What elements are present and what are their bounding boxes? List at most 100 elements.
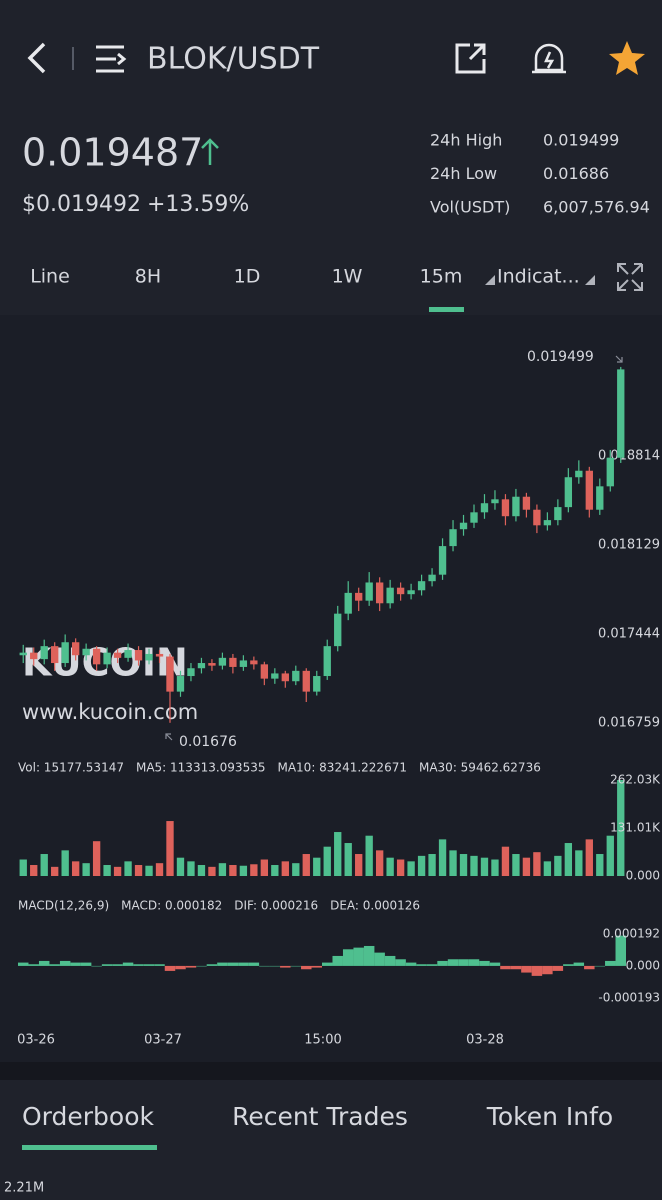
volume-bar — [271, 865, 279, 876]
candle-body — [103, 652, 111, 665]
candle-body — [92, 648, 101, 665]
candle-body — [470, 512, 478, 523]
candle-body — [260, 664, 269, 679]
candle-body — [554, 507, 562, 521]
volume-bar — [134, 865, 143, 876]
tab-underline — [22, 1145, 157, 1150]
macd-bar — [552, 965, 564, 971]
macd-bar — [342, 949, 354, 966]
price-tick-label: 0.017444 — [598, 626, 660, 641]
macd-bar — [563, 964, 574, 966]
candle-body — [155, 653, 164, 657]
macd-bar — [101, 964, 113, 966]
favorite-star[interactable] — [609, 41, 645, 75]
fullscreen-button[interactable] — [617, 263, 643, 291]
candle-body — [19, 652, 27, 656]
volume-tick-label: 0.000 — [626, 869, 660, 883]
candle-body — [365, 582, 373, 601]
candle-body — [82, 648, 90, 656]
change-percent: +13.59% — [147, 192, 249, 217]
pair-title: BLOK/USDT — [147, 42, 320, 77]
candle-body — [522, 496, 531, 510]
alert-button[interactable] — [532, 43, 566, 74]
volume-bar — [470, 855, 478, 876]
candle-body — [428, 574, 436, 582]
share-button[interactable] — [455, 43, 486, 74]
interval-tab[interactable]: 1D — [234, 266, 261, 288]
high-pointer — [615, 355, 623, 363]
tab-active[interactable]: Orderbook — [22, 1102, 155, 1131]
macd-bar — [395, 959, 406, 966]
candle-body — [176, 676, 185, 692]
macd-tick-label: 0.000 — [626, 958, 660, 972]
tab[interactable]: Token Info — [486, 1102, 613, 1131]
volume-bar — [522, 857, 531, 876]
back-button[interactable] — [27, 42, 46, 74]
macd-bar — [437, 960, 448, 966]
volume-bar — [61, 850, 69, 876]
stat-value: 6,007,576.94 — [543, 198, 650, 217]
stat-value: 0.019499 — [543, 131, 619, 150]
tab[interactable]: Recent Trades — [232, 1102, 408, 1131]
volume-bar — [491, 859, 499, 876]
candle-body — [606, 457, 614, 487]
volume-bar — [365, 835, 373, 876]
volume-bar — [334, 832, 342, 876]
volume-tick-label: 262.03K — [610, 773, 661, 787]
macd-bar — [18, 962, 29, 966]
price-tick-label: 0.016759 — [598, 715, 660, 730]
interval-tab[interactable]: 8H — [135, 266, 161, 288]
volume-legend: MA10: 83241.222671 — [277, 761, 407, 775]
up-arrow — [201, 138, 219, 165]
macd-bar — [489, 962, 501, 966]
macd-bar — [185, 965, 197, 968]
interval-tab[interactable]: Line — [30, 266, 70, 288]
volume-bar — [176, 857, 185, 876]
candle-body — [585, 470, 593, 510]
candle-body — [292, 670, 300, 682]
candle-body — [166, 656, 174, 692]
volume-bar — [459, 854, 468, 876]
candle-body — [375, 582, 384, 604]
interval-tab[interactable]: 15m — [420, 266, 463, 288]
volume-bar — [617, 780, 625, 876]
macd-bar — [301, 965, 312, 970]
candle-body — [323, 646, 331, 677]
macd-bar — [238, 962, 249, 966]
volume-bar — [554, 855, 562, 876]
macd-bar — [70, 962, 81, 966]
candle-body — [480, 503, 489, 513]
macd-bar — [405, 962, 417, 966]
volume-bar — [187, 861, 195, 876]
macd-bar — [605, 960, 616, 966]
candle-body — [51, 646, 59, 664]
menu-button[interactable] — [96, 45, 127, 73]
candle-body — [40, 646, 48, 660]
x-label: 03-28 — [466, 1033, 504, 1048]
macd-bar — [521, 965, 532, 973]
candle-body — [281, 673, 289, 682]
candle-body — [334, 613, 342, 647]
macd-bar — [38, 960, 50, 966]
interval-tab[interactable]: 1W — [332, 266, 363, 288]
candle-body — [250, 660, 258, 665]
candle-body — [124, 650, 132, 658]
volume-bar — [355, 854, 363, 876]
x-label: 15:00 — [304, 1033, 341, 1048]
macd-bar — [122, 962, 134, 966]
macd-bar — [280, 965, 291, 968]
candle-body — [344, 592, 352, 614]
candle-body — [417, 581, 426, 591]
divider-band — [0, 1062, 662, 1080]
volume-bar — [512, 854, 520, 876]
last-price: 0.019487 — [22, 131, 203, 175]
macd-bar — [80, 962, 92, 966]
indicator-button[interactable]: Indicat... — [497, 266, 580, 288]
volume-bar — [103, 865, 111, 876]
volume-bar — [82, 863, 90, 876]
macd-bar — [164, 965, 176, 971]
volume-bar — [166, 821, 174, 876]
volume-bar — [438, 839, 447, 876]
macd-bar — [248, 962, 260, 966]
